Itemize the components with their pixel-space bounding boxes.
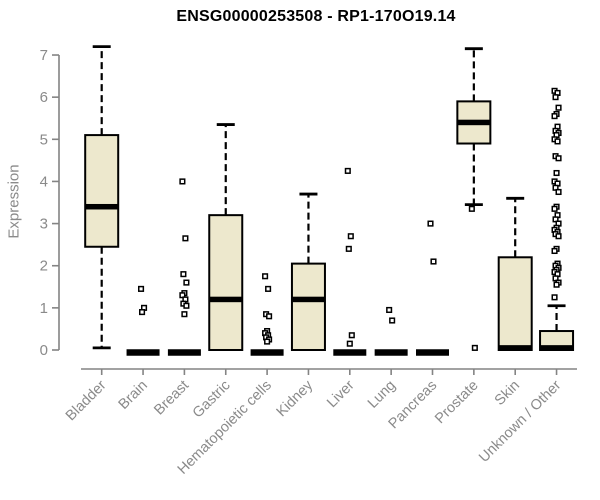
outlier-point	[555, 233, 562, 240]
outlier-point	[264, 338, 271, 345]
outlier-point	[389, 317, 396, 324]
x-category-label-breast: Breast	[151, 378, 192, 419]
outlier-point	[471, 344, 478, 351]
outlier-point	[553, 281, 560, 288]
box-group-pancreas	[416, 220, 449, 356]
median-bar	[333, 349, 367, 356]
x-category-label-prostate: Prostate	[432, 378, 481, 427]
iqr-box	[208, 214, 244, 351]
x-category-label-liver: Liver	[324, 377, 358, 411]
box-group-unknown-other	[539, 87, 575, 351]
x-category-label-bladder: Bladder	[63, 377, 110, 424]
outlier-point	[182, 235, 189, 242]
chart-title: ENSG00000253508 - RP1-170O19.14	[176, 8, 456, 25]
box-group-lung	[374, 306, 408, 356]
median-bar	[167, 349, 201, 356]
outlier-point	[551, 113, 558, 120]
outlier-point	[266, 313, 273, 320]
outlier-point	[555, 104, 562, 111]
median-bar	[457, 119, 491, 126]
outlier-point	[468, 205, 475, 212]
box-group-bladder	[84, 45, 120, 350]
outlier-point	[551, 247, 558, 255]
median-bar	[498, 345, 532, 351]
x-category-label-kidney: Kidney	[274, 377, 317, 420]
outlier-point	[427, 220, 434, 227]
y-tick-label: 5	[40, 131, 48, 148]
x-category-label-lung: Lung	[365, 378, 399, 412]
y-tick-label: 6	[40, 89, 48, 106]
median-bar	[374, 349, 408, 356]
outlier-point	[179, 178, 186, 185]
box-group-breast	[167, 178, 201, 356]
outlier-point	[346, 340, 353, 347]
outlier-point	[552, 94, 559, 101]
outlier-point	[345, 245, 352, 252]
y-tick-label: 4	[40, 173, 48, 190]
x-category-label-brain: Brain	[116, 378, 151, 413]
median-bar	[209, 296, 243, 303]
outlier-point	[139, 309, 146, 316]
median-bar	[291, 296, 325, 303]
outlier-point	[183, 302, 190, 309]
x-category-label-skin: Skin	[492, 378, 523, 409]
iqr-box	[290, 262, 326, 352]
y-tick-label: 0	[40, 342, 48, 359]
outlier-point	[180, 271, 187, 278]
outlier-point	[262, 273, 269, 280]
y-tick-label: 1	[40, 300, 48, 317]
y-tick-label: 2	[40, 258, 48, 275]
median-bar	[126, 349, 160, 356]
median-bar	[250, 349, 284, 356]
median-bar	[85, 203, 119, 210]
outlier-point	[554, 138, 561, 145]
box-group-hematopoietic-cells	[250, 273, 284, 356]
outlier-point	[551, 205, 558, 212]
outlier-point	[344, 167, 351, 174]
outlier-point	[348, 332, 355, 339]
outlier-point	[138, 285, 145, 292]
y-axis: 0 1 2 3 4 5 6 7	[40, 47, 60, 359]
outlier-point	[553, 169, 560, 177]
y-tick-label: 3	[40, 216, 48, 233]
outlier-point	[265, 285, 272, 292]
box-group-brain	[126, 285, 160, 356]
y-tick-label: 7	[40, 47, 48, 64]
iqr-box	[84, 134, 120, 248]
box-group-prostate	[456, 47, 492, 351]
box-group-gastric	[208, 123, 244, 351]
median-bar	[416, 349, 449, 356]
outlier-point	[386, 306, 393, 314]
iqr-box	[497, 256, 533, 351]
outlier-point	[551, 294, 558, 301]
outlier-point	[555, 188, 562, 196]
outlier-point	[181, 311, 188, 318]
outlier-point	[347, 233, 354, 240]
median-bar	[540, 345, 574, 351]
outlier-point	[183, 279, 190, 286]
box-group-skin	[497, 196, 533, 351]
outlier-point	[555, 155, 562, 162]
box-group-liver	[333, 167, 367, 356]
box-group-kidney	[290, 192, 326, 352]
outlier-point	[430, 258, 437, 265]
